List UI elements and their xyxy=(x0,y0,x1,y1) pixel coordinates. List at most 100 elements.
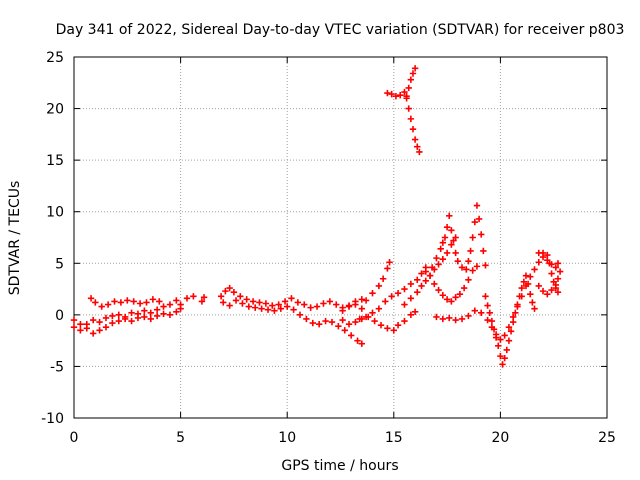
data-point xyxy=(478,231,485,238)
data-point xyxy=(362,297,370,304)
data-point xyxy=(128,317,135,325)
series-track-r xyxy=(535,249,562,296)
data-point xyxy=(401,285,408,293)
data-point xyxy=(256,299,263,306)
data-point xyxy=(414,276,421,283)
data-point xyxy=(552,264,560,271)
series-track-k xyxy=(403,65,419,100)
data-point xyxy=(96,327,103,334)
data-point xyxy=(552,284,560,292)
data-point xyxy=(390,327,397,334)
data-point xyxy=(488,317,496,325)
data-point xyxy=(230,288,238,296)
data-point xyxy=(448,241,455,248)
data-point xyxy=(269,302,276,309)
series-track-g xyxy=(339,308,419,334)
data-point xyxy=(121,313,129,321)
data-point xyxy=(136,300,144,307)
series-track-i xyxy=(356,270,425,323)
data-point xyxy=(104,301,112,308)
data-point xyxy=(401,301,408,308)
data-point xyxy=(465,276,472,283)
data-point xyxy=(392,92,400,100)
data-point xyxy=(375,282,383,290)
chart-title: Day 341 of 2022, Sidereal Day-to-day VTE… xyxy=(56,22,625,38)
data-point xyxy=(335,323,342,330)
data-point xyxy=(469,234,476,241)
data-point xyxy=(471,218,479,226)
data-point xyxy=(527,291,534,298)
data-point xyxy=(217,293,225,300)
data-point xyxy=(554,260,562,267)
data-point xyxy=(173,308,180,315)
series-track-p xyxy=(482,272,538,368)
data-point xyxy=(548,270,555,277)
data-point xyxy=(143,299,150,306)
data-point xyxy=(535,259,542,266)
data-point xyxy=(443,249,451,257)
series-track-f xyxy=(220,297,366,347)
data-point xyxy=(239,300,246,307)
data-point xyxy=(345,320,353,328)
data-point xyxy=(546,260,553,267)
data-point xyxy=(341,327,348,334)
data-point xyxy=(296,311,304,319)
data-point xyxy=(544,291,551,298)
data-point xyxy=(177,301,184,308)
grid xyxy=(74,57,607,418)
data-point xyxy=(531,266,538,273)
data-point xyxy=(288,295,295,302)
data-point xyxy=(554,275,562,282)
x-tick-label: 10 xyxy=(278,430,296,446)
data-point xyxy=(484,316,491,324)
data-point xyxy=(379,275,387,282)
data-point xyxy=(490,326,498,333)
x-axis-label: GPS time / hours xyxy=(281,458,398,474)
data-point xyxy=(134,310,142,318)
data-point xyxy=(529,299,536,306)
data-point xyxy=(435,286,442,294)
data-point xyxy=(243,296,250,303)
data-point xyxy=(407,311,415,319)
data-point xyxy=(407,115,415,123)
data-point xyxy=(388,293,395,300)
data-point xyxy=(384,325,391,332)
data-point xyxy=(439,315,447,323)
data-point xyxy=(198,298,206,305)
data-point xyxy=(252,304,259,311)
data-point xyxy=(443,296,451,303)
data-point xyxy=(446,314,453,322)
data-point xyxy=(548,286,555,294)
data-point xyxy=(460,284,468,292)
data-point xyxy=(422,277,429,285)
y-tick-label: -5 xyxy=(50,359,64,375)
data-point xyxy=(482,293,489,300)
data-point xyxy=(369,289,376,297)
data-point xyxy=(554,288,562,296)
data-point xyxy=(347,332,355,339)
data-point xyxy=(524,280,532,288)
data-point xyxy=(527,273,534,280)
data-point xyxy=(358,305,366,312)
data-point xyxy=(550,278,557,286)
data-point xyxy=(96,318,103,326)
data-point xyxy=(264,306,272,313)
data-point xyxy=(220,299,227,306)
data-point xyxy=(433,313,440,321)
data-point xyxy=(520,278,528,286)
data-point xyxy=(345,303,353,310)
data-point xyxy=(556,268,564,275)
data-point xyxy=(160,310,167,318)
data-point xyxy=(339,307,346,314)
data-point xyxy=(396,91,404,99)
data-point xyxy=(467,247,474,255)
data-point xyxy=(386,259,393,266)
data-point xyxy=(478,309,485,316)
data-point xyxy=(375,305,383,312)
data-point xyxy=(160,303,167,310)
data-point xyxy=(166,311,174,319)
data-point xyxy=(443,223,451,231)
data-point xyxy=(307,304,314,311)
series-track-d xyxy=(160,293,208,310)
